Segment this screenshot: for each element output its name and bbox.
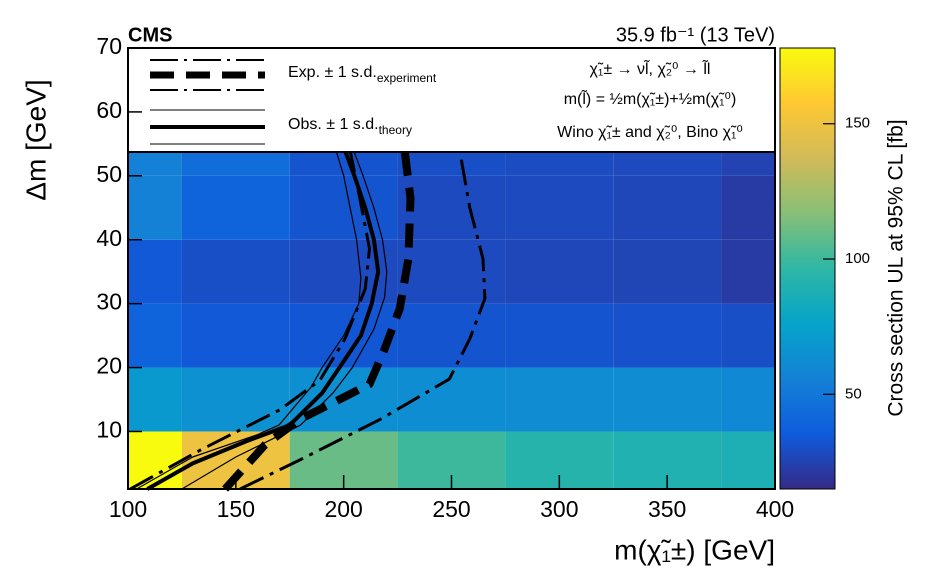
annotation: χ̃₁± → νl̃, χ̃₂⁰ → l̃l	[590, 58, 711, 78]
annotation: m(l̃) = ½m(χ̃₁±)+½m(χ̃₁⁰)	[564, 88, 737, 108]
x-tick-label: 250	[432, 496, 470, 522]
heatmap-cell	[721, 431, 775, 489]
heatmap-cell	[128, 303, 182, 368]
heatmap-cell	[397, 239, 506, 304]
y-tick-label: 50	[96, 161, 122, 187]
contour-line	[136, 146, 362, 490]
y-tick-label: 40	[96, 225, 122, 251]
y-tick-label: 30	[96, 289, 122, 315]
heatmap-cell	[181, 367, 290, 432]
heatmap-cell	[181, 239, 290, 304]
heatmap-cell	[613, 303, 722, 368]
heatmap-cell	[613, 175, 722, 240]
y-axis-label: Δm [GeV]	[20, 79, 51, 200]
contour-line	[146, 146, 381, 491]
heatmap-cell	[181, 175, 290, 240]
experiment-label: CMS	[128, 24, 172, 46]
colorbar-tick-label: 50	[845, 385, 862, 402]
contour-line	[239, 152, 487, 491]
x-tick-label: 200	[324, 496, 362, 522]
contour-line	[222, 152, 415, 492]
colorbar-tick-label: 100	[845, 250, 870, 267]
x-tick-label: 350	[648, 496, 686, 522]
x-axis-label: m(χ̃₁±) [GeV]	[614, 534, 775, 565]
y-tick-label: 10	[96, 417, 122, 443]
legend-entry: Obs. ± 1 s.d.theory	[288, 116, 412, 137]
x-tick-label: 400	[756, 496, 794, 522]
heatmap-cell	[128, 431, 182, 489]
heatmap-cell	[397, 303, 506, 368]
heatmap-cell	[721, 239, 775, 304]
colorbar	[779, 47, 836, 490]
y-tick-label: 20	[96, 353, 122, 379]
chart-title: 35.9 fb⁻¹ (13 TeV)	[616, 24, 775, 46]
heatmap-cell	[505, 239, 614, 304]
contour-line	[129, 150, 371, 491]
colorbar-label: Cross section UL at 95% CL [fb]	[885, 119, 908, 416]
heatmap-cell	[397, 175, 506, 240]
heatmap-cell	[721, 175, 775, 240]
annotation: Wino χ̃₁± and χ̃₂⁰, Bino χ̃₁⁰	[557, 124, 743, 141]
heatmap-cell	[128, 367, 182, 432]
heatmap-cell	[289, 239, 398, 304]
heatmap-cell	[128, 239, 182, 304]
heatmap-cell	[613, 239, 722, 304]
heatmap-cell	[505, 367, 614, 432]
x-tick-label: 300	[540, 496, 578, 522]
heatmap-cell	[505, 303, 614, 368]
y-tick-label: 70	[96, 33, 122, 59]
colorbar-tick-label: 150	[845, 115, 870, 132]
heatmap-cell	[613, 367, 722, 432]
heatmap-cell	[721, 303, 775, 368]
x-tick-label: 100	[109, 496, 147, 522]
heatmap-cell	[128, 175, 182, 240]
x-tick-label: 150	[217, 496, 255, 522]
legend-box	[127, 47, 776, 153]
heatmap-cell	[505, 175, 614, 240]
legend-entry: Exp. ± 1 s.d.experiment	[288, 64, 437, 85]
legend-samples	[150, 59, 265, 145]
heatmap-cell	[289, 175, 398, 240]
y-tick-label: 60	[96, 97, 122, 123]
heatmap-cell	[721, 367, 775, 432]
heatmap-cell	[181, 303, 290, 368]
